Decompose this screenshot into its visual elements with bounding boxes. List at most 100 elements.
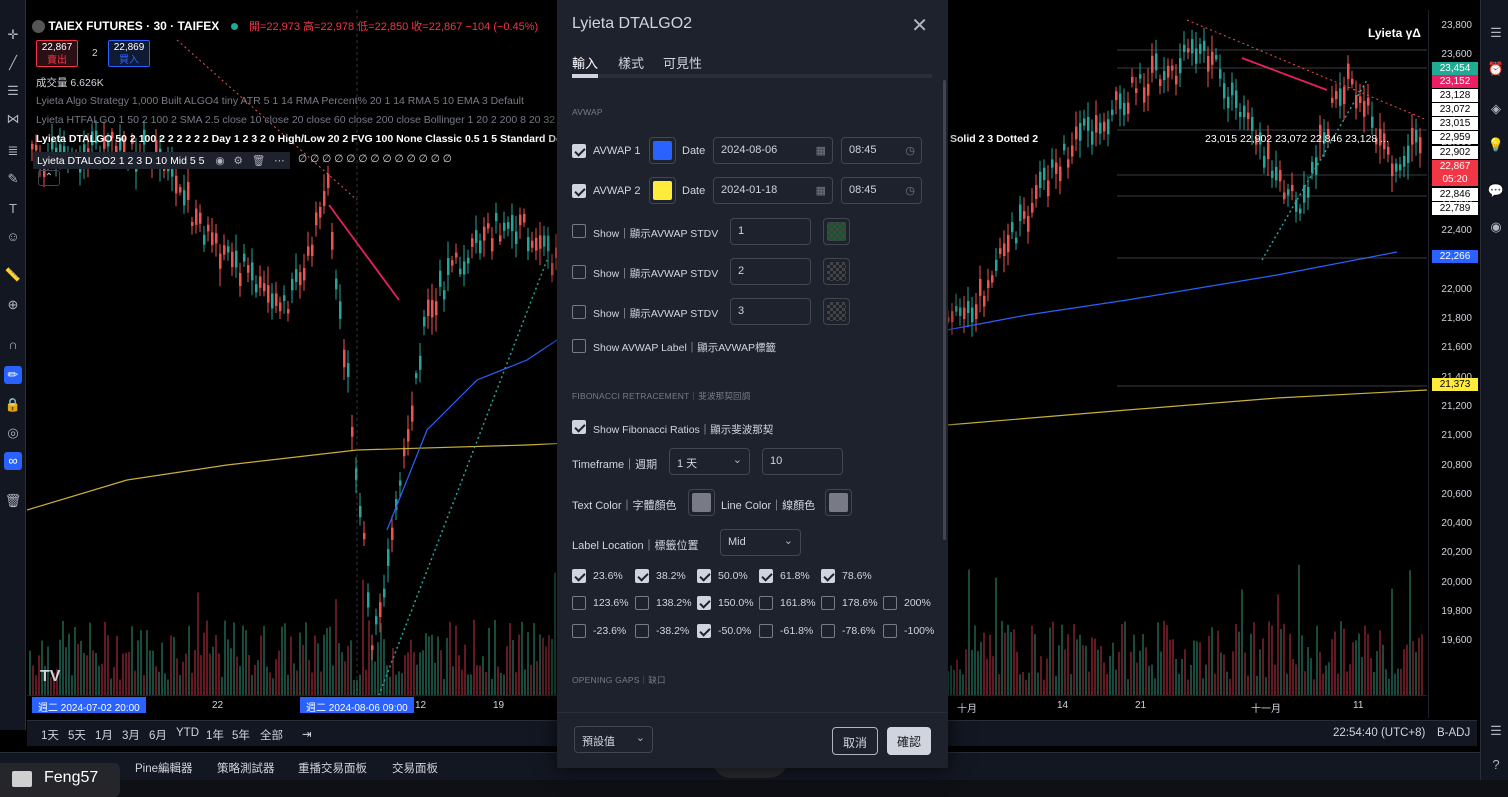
fib-show-checkbox[interactable] bbox=[572, 420, 586, 434]
avwap1-time-input[interactable]: 08:45 ◷ bbox=[841, 137, 922, 164]
clock-icon[interactable]: ◷ bbox=[905, 185, 915, 197]
fib-level-checkbox[interactable] bbox=[572, 596, 586, 610]
indicator-legend-3[interactable]: Lyieta DTALGO 50 2 100 2 2 2 2 2 2 Day 1… bbox=[36, 133, 582, 145]
bottom-tab[interactable]: Pine編輯器 bbox=[135, 763, 193, 775]
fib-level-checkbox[interactable] bbox=[572, 569, 586, 583]
fib-level-checkbox[interactable] bbox=[635, 624, 649, 638]
fib-level-checkbox[interactable] bbox=[759, 596, 773, 610]
bottom-tab[interactable]: 策略測試器 bbox=[217, 763, 275, 775]
fib-level-checkbox[interactable] bbox=[697, 569, 711, 583]
clock-icon[interactable]: ◷ bbox=[905, 145, 915, 157]
brush-icon[interactable]: ✎ bbox=[7, 171, 19, 186]
avwap1-color-swatch[interactable] bbox=[649, 137, 676, 164]
stdv3-color-swatch[interactable] bbox=[823, 298, 850, 325]
fib-level-checkbox[interactable] bbox=[635, 596, 649, 610]
broadcast-icon[interactable]: ◉ bbox=[1490, 219, 1502, 234]
pattern-icon[interactable]: ⋈ bbox=[6, 111, 20, 126]
show-avwap-label-checkbox[interactable] bbox=[572, 339, 586, 353]
fib-icon[interactable]: ≣ bbox=[7, 143, 19, 158]
calendar-icon[interactable]: ▦ bbox=[815, 185, 826, 197]
trendline-icon[interactable]: ╱ bbox=[9, 55, 17, 70]
fib-level-checkbox[interactable] bbox=[572, 624, 586, 638]
stdv2-color-swatch[interactable] bbox=[823, 258, 850, 285]
hide-icon[interactable]: ◎ bbox=[7, 425, 19, 440]
clock-display[interactable]: 22:54:40 (UTC+8) bbox=[1333, 727, 1426, 739]
alerts-icon[interactable]: ⏰ bbox=[1487, 61, 1505, 76]
text-icon[interactable]: T bbox=[9, 201, 17, 216]
fib-level-checkbox[interactable] bbox=[821, 596, 835, 610]
stdv3-input[interactable]: 3 bbox=[730, 298, 811, 325]
timeframe-length-input[interactable]: 10 bbox=[762, 448, 843, 475]
avwap2-date-input[interactable]: 2024-01-18 ▦ bbox=[713, 177, 833, 204]
ok-button[interactable]: 確認 bbox=[887, 727, 932, 755]
price-scale[interactable]: 23,80023,60023,40023,20023,00022,80022,6… bbox=[1428, 10, 1480, 718]
stdv2-checkbox[interactable] bbox=[572, 265, 586, 279]
fib-level-checkbox[interactable] bbox=[697, 624, 711, 638]
fib-level-checkbox[interactable] bbox=[759, 569, 773, 583]
help-icon[interactable]: ? bbox=[1492, 757, 1500, 772]
bottom-tab[interactable]: 交易面板 bbox=[392, 763, 438, 775]
adjustment-toggle[interactable]: B-ADJ bbox=[1437, 727, 1471, 739]
lock-drawing-icon[interactable]: ✏ bbox=[4, 366, 22, 384]
range-button[interactable]: 全部 bbox=[260, 730, 283, 742]
eye-icon[interactable]: ◉ bbox=[215, 155, 225, 167]
indicator-legend-4[interactable]: Lyieta DTALGO2 1 2 3 D 10 Mid 5 5 ◉ ⚙ 🗑 … bbox=[33, 152, 290, 169]
avwap1-date-input[interactable]: 2024-08-06 ▦ bbox=[713, 137, 833, 164]
cancel-button[interactable]: 取消 bbox=[832, 727, 879, 755]
more-icon[interactable]: ⋯ bbox=[274, 155, 285, 167]
crosshair-icon[interactable]: ✛ bbox=[7, 27, 19, 42]
ruler-icon[interactable]: 📏 bbox=[4, 267, 22, 282]
chat-icon[interactable]: 💬 bbox=[1487, 183, 1505, 198]
collapse-legend-button[interactable]: ⌃ bbox=[38, 170, 60, 186]
fib-level-checkbox[interactable] bbox=[635, 569, 649, 583]
sell-button[interactable]: 22,867 賣出 bbox=[36, 40, 78, 67]
label-location-select[interactable]: Mid ⌄ bbox=[720, 529, 801, 556]
range-button[interactable]: 1年 bbox=[206, 730, 224, 742]
close-icon[interactable]: ✕ bbox=[911, 15, 928, 37]
calendar-icon[interactable]: ▦ bbox=[815, 145, 826, 157]
avwap2-checkbox[interactable] bbox=[572, 184, 586, 198]
fib-level-checkbox[interactable] bbox=[697, 596, 711, 610]
bottom-tab[interactable]: 重播交易面板 bbox=[298, 763, 367, 775]
fib-level-checkbox[interactable] bbox=[883, 624, 897, 638]
stdv3-checkbox[interactable] bbox=[572, 305, 586, 319]
settings-icon[interactable]: ⚙ bbox=[233, 155, 243, 167]
watchlist-icon[interactable]: ☰ bbox=[1490, 25, 1502, 40]
range-button[interactable]: 1天 bbox=[41, 730, 59, 742]
lock-icon[interactable]: 🔒 bbox=[4, 397, 22, 412]
stdv1-input[interactable]: 1 bbox=[730, 218, 811, 245]
stdv1-color-swatch[interactable] bbox=[823, 218, 850, 245]
magnet-icon[interactable]: ∩ bbox=[8, 337, 18, 352]
symbol-title[interactable]: TAIEX FUTURES · 30 · TAIFEX bbox=[48, 19, 220, 33]
emoji-icon[interactable]: ☺ bbox=[6, 229, 20, 244]
avwap2-time-input[interactable]: 08:45 ◷ bbox=[841, 177, 922, 204]
layers-icon[interactable]: ◈ bbox=[1491, 101, 1501, 116]
fib-level-checkbox[interactable] bbox=[883, 596, 897, 610]
stdv2-input[interactable]: 2 bbox=[730, 258, 811, 285]
buy-button[interactable]: 22,869 買入 bbox=[108, 40, 150, 67]
range-button[interactable]: YTD bbox=[176, 727, 199, 739]
avwap1-checkbox[interactable] bbox=[572, 144, 586, 158]
goto-date-icon[interactable]: ⇥ bbox=[302, 729, 312, 741]
fib-level-checkbox[interactable] bbox=[821, 569, 835, 583]
fib-level-checkbox[interactable] bbox=[821, 624, 835, 638]
fib-level-checkbox[interactable] bbox=[759, 624, 773, 638]
stdv1-checkbox[interactable] bbox=[572, 224, 586, 238]
indicator-legend-2[interactable]: Lyieta HTFALGO 1 50 2 100 2 SMA 2.5 clos… bbox=[36, 114, 564, 126]
text-color-swatch[interactable] bbox=[688, 489, 715, 516]
tab-visibility[interactable]: 可見性 bbox=[663, 56, 703, 71]
menu-icon[interactable]: ☰ bbox=[1490, 723, 1502, 738]
tab-inputs[interactable]: 輸入 bbox=[572, 56, 599, 71]
line-color-swatch[interactable] bbox=[825, 489, 852, 516]
range-button[interactable]: 3月 bbox=[122, 730, 140, 742]
dialog-scrollbar[interactable] bbox=[943, 80, 946, 540]
ideas-icon[interactable]: 💡 bbox=[1487, 137, 1505, 152]
delete-icon[interactable]: 🗑 bbox=[4, 493, 22, 508]
indicator-legend-1[interactable]: Lyieta Algo Strategy 1,000 Built ALGO4 t… bbox=[36, 95, 524, 107]
avwap2-color-swatch[interactable] bbox=[649, 177, 676, 204]
link-icon[interactable]: ∞ bbox=[4, 452, 22, 470]
tab-style[interactable]: 樣式 bbox=[618, 56, 645, 71]
horizontal-lines-icon[interactable]: ☰ bbox=[7, 83, 19, 98]
range-button[interactable]: 6月 bbox=[149, 730, 167, 742]
range-button[interactable]: 5年 bbox=[232, 730, 250, 742]
